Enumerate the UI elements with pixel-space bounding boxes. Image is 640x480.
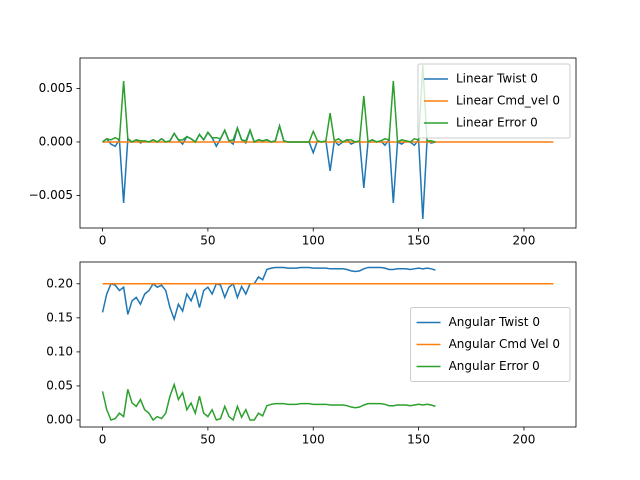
legend-box — [417, 63, 571, 139]
y-tick-label: 0.20 — [46, 276, 73, 290]
subplot: 0 50 100 150 200 −0.005 0.000 0.005 Linear Twist… — [29, 57, 577, 248]
x-tick-label: 200 — [513, 234, 536, 248]
legend-box — [410, 307, 571, 382]
y-tick-label: 0.00 — [46, 412, 73, 426]
y-tick-label: −0.005 — [29, 188, 73, 202]
x-tick-label: 0 — [99, 234, 107, 248]
legend-label: Linear Twist 0 — [456, 72, 538, 86]
legend-label: Angular Cmd Vel 0 — [449, 337, 560, 351]
axes-frame — [79, 57, 577, 229]
x-tick-label: 100 — [302, 433, 325, 447]
y-tick-label: 0.000 — [39, 134, 73, 148]
series-line — [101, 382, 436, 422]
x-tick-label: 100 — [302, 234, 325, 248]
legend-label: Angular Twist 0 — [449, 315, 540, 329]
legend: Linear Twist 0 Linear Cmd_vel 0 Linear Err… — [417, 63, 571, 139]
legend: Angular Twist 0 Angular Cmd Vel 0 Angular … — [410, 307, 571, 382]
x-tick-label: 150 — [407, 234, 430, 248]
legend-label: Angular Error 0 — [449, 359, 540, 373]
subplot: 0 50 100 150 200 0.00 0.05 0.10 0.15 0.20 Angular … — [46, 261, 577, 447]
y-tick-label: 0.05 — [46, 378, 73, 392]
axes-frame — [79, 261, 577, 428]
series-line — [102, 64, 436, 144]
x-tick-label: 0 — [99, 433, 107, 447]
x-tick-label: 50 — [200, 234, 215, 248]
y-tick-label: 0.005 — [39, 81, 73, 95]
y-tick-label: 0.10 — [46, 344, 73, 358]
legend-label: Linear Error 0 — [456, 116, 538, 130]
legend-label: Linear Cmd_vel 0 — [456, 94, 560, 108]
x-tick-label: 50 — [200, 433, 215, 447]
series-line — [101, 266, 436, 322]
x-tick-label: 200 — [513, 433, 536, 447]
y-tick-label: 0.15 — [46, 310, 73, 324]
x-tick-label: 150 — [407, 433, 430, 447]
